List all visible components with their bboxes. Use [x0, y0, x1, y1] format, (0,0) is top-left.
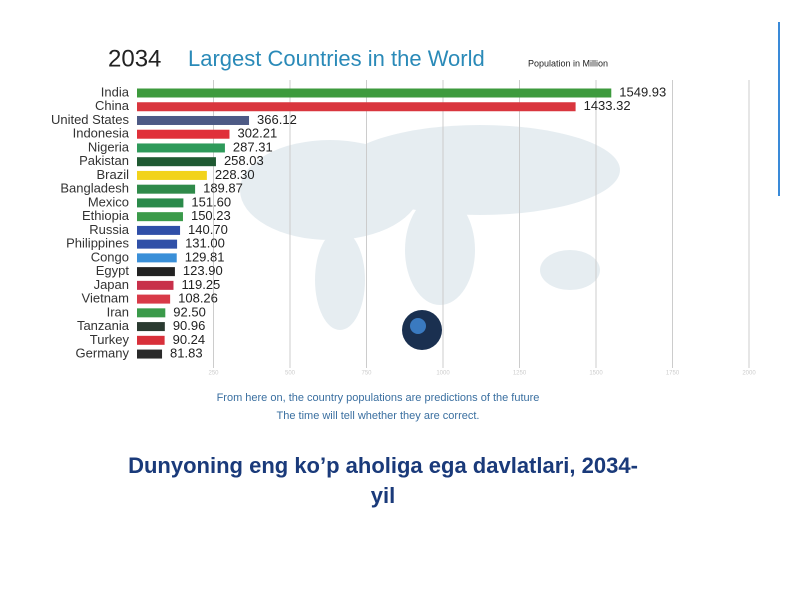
value-label: 81.83 — [170, 345, 203, 360]
x-tick-label: 750 — [361, 371, 372, 377]
bar — [137, 143, 225, 153]
value-label: 140.70 — [188, 222, 228, 237]
y-tick-label: Russia — [89, 222, 130, 237]
value-label: 123.90 — [183, 263, 223, 278]
y-tick-label: Germany — [76, 345, 130, 360]
value-label: 1433.32 — [584, 98, 631, 113]
bar — [137, 294, 171, 304]
y-tick-label: United States — [51, 112, 130, 127]
x-tick-label: 1500 — [589, 371, 603, 377]
x-tick-label: 1250 — [513, 371, 527, 377]
caption: Dunyoning eng ko’p aholiga ega davlatlar… — [128, 453, 638, 478]
x-tick-label: 250 — [208, 371, 219, 377]
y-tick-label: Mexico — [88, 194, 129, 209]
y-tick-label: Indonesia — [73, 126, 130, 141]
x-tick-label: 2000 — [742, 371, 756, 377]
y-tick-label: Japan — [94, 277, 129, 292]
y-tick-label: Egypt — [96, 263, 130, 278]
y-tick-label: China — [95, 98, 130, 113]
caption: yil — [371, 483, 395, 508]
value-label: 108.26 — [178, 291, 218, 306]
logo-detail — [410, 318, 426, 334]
y-tick-label: Tanzania — [77, 318, 130, 333]
value-label: 228.30 — [215, 167, 255, 182]
y-tick-label: Nigeria — [88, 139, 130, 154]
bar — [137, 239, 178, 249]
bar — [137, 267, 175, 277]
value-label: 131.00 — [185, 236, 225, 251]
note: The time will tell whether they are corr… — [277, 410, 480, 422]
value-label: 119.25 — [181, 277, 220, 292]
value-label: 129.81 — [185, 249, 225, 264]
bar — [137, 198, 184, 208]
y-tick-label: Ethiopia — [82, 208, 130, 223]
bar — [137, 102, 576, 112]
bar — [137, 115, 250, 125]
bar — [137, 335, 165, 345]
x-tick-label: 500 — [285, 371, 296, 377]
value-label: 90.96 — [173, 318, 206, 333]
value-label: 90.24 — [173, 332, 206, 347]
year: 2034 — [108, 45, 161, 72]
y-tick-label: Turkey — [90, 332, 130, 347]
value-label: 302.21 — [237, 126, 277, 141]
value-label: 150.23 — [191, 208, 231, 223]
world-map — [240, 125, 620, 330]
y-tick-label: Bangladesh — [60, 181, 129, 196]
y-tick-label: Brazil — [96, 167, 129, 182]
value-label: 258.03 — [224, 153, 264, 168]
x-tick-label: 1000 — [436, 371, 450, 377]
bar — [137, 308, 166, 318]
bar — [137, 129, 230, 139]
bar — [137, 157, 216, 167]
subtitle: Population in Million — [528, 58, 608, 68]
bar — [137, 184, 196, 194]
note: From here on, the country populations ar… — [217, 392, 540, 404]
y-tick-label: India — [101, 84, 130, 99]
bar — [137, 280, 174, 290]
bar — [137, 322, 165, 332]
bar — [137, 253, 177, 263]
bar — [137, 212, 183, 222]
bar — [137, 349, 163, 359]
bar — [137, 225, 181, 235]
y-tick-label: Congo — [91, 249, 129, 264]
bar — [137, 88, 612, 98]
value-label: 151.60 — [191, 194, 231, 209]
y-tick-label: Iran — [107, 304, 129, 319]
y-tick-label: Philippines — [66, 236, 129, 251]
y-tick-label: Pakistan — [79, 153, 129, 168]
value-label: 92.50 — [173, 304, 206, 319]
x-tick-label: 1750 — [666, 371, 680, 377]
y-tick-label: Vietnam — [82, 291, 129, 306]
bar — [137, 170, 207, 180]
chart-title: Largest Countries in the World — [188, 46, 485, 71]
value-label: 366.12 — [257, 112, 297, 127]
value-label: 287.31 — [233, 139, 273, 154]
value-label: 189.87 — [203, 181, 243, 196]
value-label: 1549.93 — [619, 84, 666, 99]
